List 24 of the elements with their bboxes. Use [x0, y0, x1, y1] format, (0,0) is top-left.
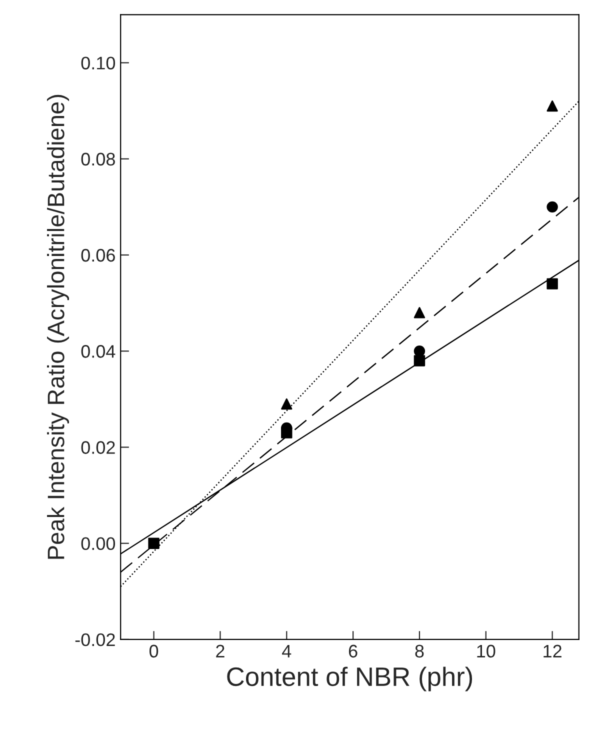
x-tick-label: 6 — [348, 644, 358, 658]
point — [546, 201, 558, 213]
point — [281, 398, 292, 410]
x-tick-label: 12 — [544, 644, 562, 658]
y-tick-label: -0.02 — [75, 633, 115, 646]
point — [414, 355, 426, 366]
x-tick-label: 8 — [415, 644, 424, 658]
point — [414, 346, 426, 357]
x-tick-label: 10 — [477, 644, 496, 658]
y-tick-label: 0.08 — [81, 152, 115, 166]
point — [148, 538, 160, 549]
point — [546, 278, 558, 290]
y-tick-label: 0.00 — [81, 537, 116, 550]
point — [546, 100, 558, 112]
x-tick-label: 2 — [216, 644, 224, 658]
y-tick-label: 0.10 — [81, 56, 116, 70]
y-tick-label: 0.02 — [81, 441, 115, 454]
y-tick-label: 0.04 — [81, 345, 116, 358]
y-axis-title: Peak Intensity Ratio (Acrylonitrile/Butadiene) — [47, 94, 70, 559]
x-axis-title: Content of NBR (phr) — [227, 666, 472, 692]
x-tick-label: 4 — [282, 644, 292, 658]
point — [414, 307, 426, 318]
y-tick-label: 0.06 — [81, 248, 115, 262]
x-tick-label: 0 — [149, 644, 158, 658]
